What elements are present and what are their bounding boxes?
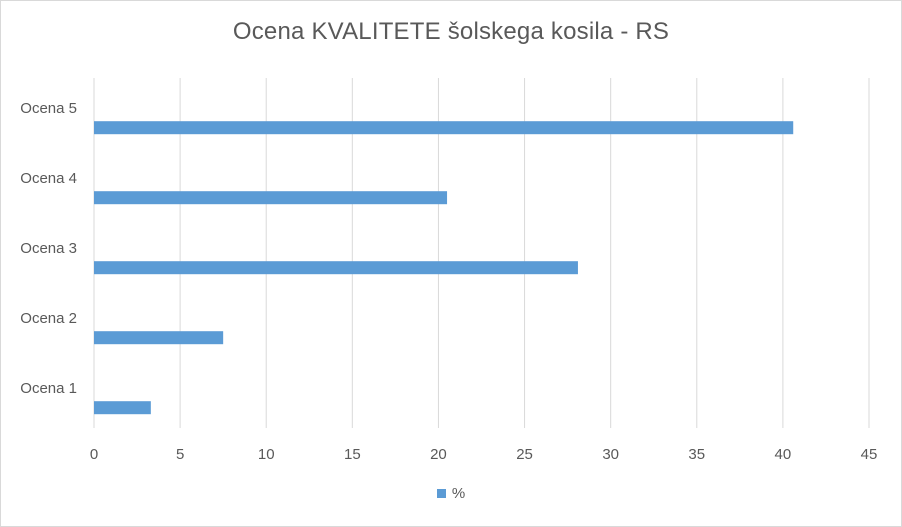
category-label: Ocena 1: [20, 380, 77, 397]
x-tick-label: 5: [176, 446, 184, 463]
x-tick-label: 30: [602, 446, 619, 463]
x-tick-label: 25: [516, 446, 533, 463]
legend-label: %: [451, 485, 466, 502]
x-tick-label: 10: [258, 446, 275, 463]
x-tick-label: 40: [775, 446, 792, 463]
x-tick-label: 20: [430, 446, 447, 463]
category-label: Ocena 2: [20, 310, 77, 327]
bar: [94, 331, 224, 345]
category-label: Ocena 3: [20, 240, 77, 257]
bar: [94, 191, 448, 205]
category-label: Ocena 4: [20, 170, 77, 187]
legend-swatch: [436, 488, 446, 498]
x-tick-label: 45: [861, 446, 878, 463]
x-tick-label: 15: [344, 446, 361, 463]
bar: [94, 121, 794, 135]
legend-item: %: [436, 485, 466, 502]
x-tick-label: 0: [90, 446, 98, 463]
category-label: Ocena 5: [20, 100, 77, 117]
legend: %: [0, 485, 902, 502]
chart-title: Ocena KVALITETE šolskega kosila - RS: [232, 18, 670, 45]
bar: [94, 261, 578, 275]
x-tick-label: 35: [688, 446, 705, 463]
bar: [94, 401, 151, 415]
